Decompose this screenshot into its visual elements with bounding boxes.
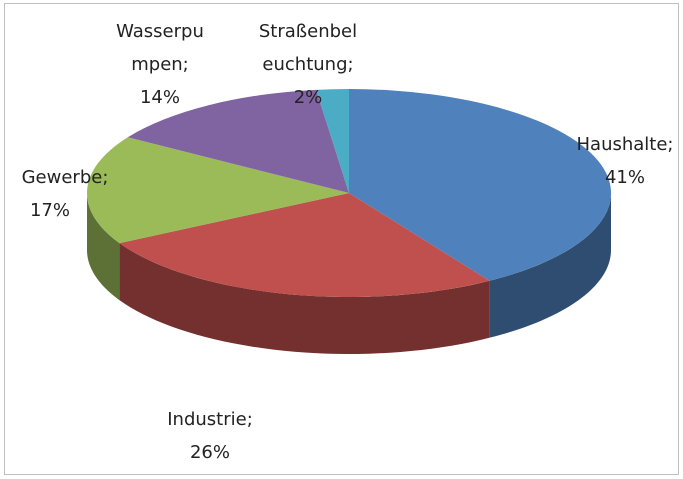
value-label: 17% [30,200,70,221]
slice-side [489,193,611,338]
slice [349,89,611,281]
value-label: 14% [140,87,180,108]
value-label: 2% [294,87,323,108]
slice-side [119,243,490,354]
value-label: 26% [190,442,230,463]
category-label: euchtung; [262,54,353,75]
category-label: Wasserpu [116,21,204,42]
category-label: Straßenbel [259,21,357,42]
slice-side [87,193,120,301]
slice [119,193,490,297]
category-label: Haushalte; [577,134,674,155]
slice [127,89,349,193]
category-label: Gewerbe; [22,167,109,188]
value-label: 41% [605,167,645,188]
category-label: mpen; [131,54,189,75]
category-label: Industrie; [167,409,253,430]
slice [87,137,349,244]
slice [316,89,349,193]
